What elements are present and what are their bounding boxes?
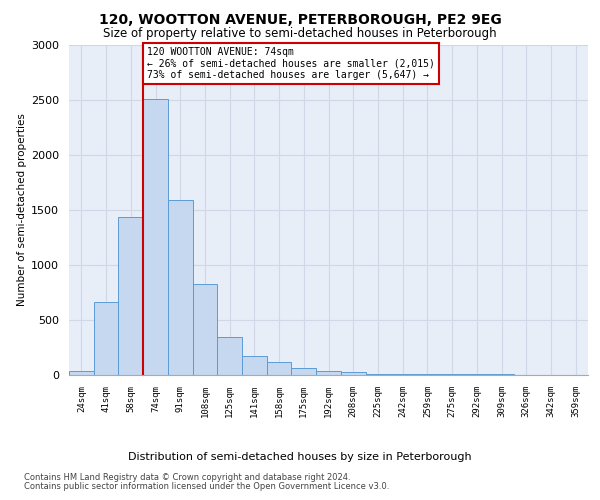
Text: Size of property relative to semi-detached houses in Peterborough: Size of property relative to semi-detach… bbox=[103, 28, 497, 40]
Bar bbox=[69, 370, 94, 375]
Bar bbox=[292, 368, 316, 375]
Bar bbox=[242, 356, 267, 375]
Bar bbox=[341, 372, 365, 375]
Y-axis label: Number of semi-detached properties: Number of semi-detached properties bbox=[17, 114, 27, 306]
Bar bbox=[118, 216, 143, 375]
Bar bbox=[316, 371, 341, 375]
Text: Contains HM Land Registry data © Crown copyright and database right 2024.: Contains HM Land Registry data © Crown c… bbox=[24, 474, 350, 482]
Bar bbox=[464, 374, 489, 375]
Bar bbox=[440, 374, 464, 375]
Bar bbox=[267, 362, 292, 375]
Bar bbox=[94, 302, 118, 375]
Bar bbox=[390, 374, 415, 375]
Bar bbox=[415, 374, 440, 375]
Bar bbox=[217, 336, 242, 375]
Bar bbox=[193, 284, 217, 375]
Bar bbox=[365, 374, 390, 375]
Text: 120, WOOTTON AVENUE, PETERBOROUGH, PE2 9EG: 120, WOOTTON AVENUE, PETERBOROUGH, PE2 9… bbox=[98, 12, 502, 26]
Bar bbox=[143, 99, 168, 375]
Text: 120 WOOTTON AVENUE: 74sqm
← 26% of semi-detached houses are smaller (2,015)
73% : 120 WOOTTON AVENUE: 74sqm ← 26% of semi-… bbox=[147, 47, 435, 80]
Text: Contains public sector information licensed under the Open Government Licence v3: Contains public sector information licen… bbox=[24, 482, 389, 491]
Bar bbox=[489, 374, 514, 375]
Bar bbox=[168, 200, 193, 375]
Text: Distribution of semi-detached houses by size in Peterborough: Distribution of semi-detached houses by … bbox=[128, 452, 472, 462]
